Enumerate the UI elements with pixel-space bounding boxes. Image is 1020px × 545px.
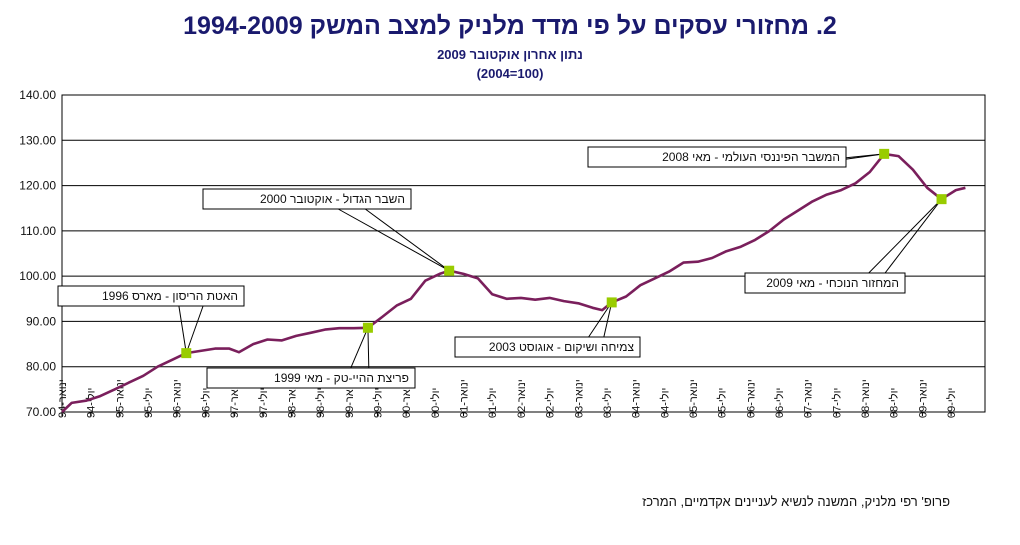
x-tick-label: ינואר-09 [917, 379, 929, 418]
y-tick-label: 80.00 [26, 360, 56, 374]
x-tick-label: יולי-02 [544, 388, 557, 418]
chart-subtitle: נתון אחרון אוקטובר 2009 [437, 47, 583, 62]
x-tick-label: יולי-96 [199, 388, 212, 418]
annotation-label: פריצת ההיי-טק - מאי 1999 [274, 371, 409, 385]
annotation-marker [181, 348, 192, 359]
annotation-leader [364, 208, 450, 272]
x-tick-label: יולי-09 [945, 388, 958, 418]
y-tick-label: 110.00 [20, 224, 56, 238]
x-tick-label: יולי-99 [371, 388, 384, 418]
grid-lines [61, 94, 986, 413]
annotation-label: המשבר הפיננסי העולמי - מאי 2008 [662, 150, 840, 164]
x-tick-label: ינואר-05 [688, 379, 700, 418]
x-tick-label: ינואר-96 [172, 379, 184, 418]
series-line [61, 152, 966, 413]
x-axis-ticks: ינואר-94יולי-94ינואר-95יולי-95ינואר-96יו… [57, 379, 958, 418]
x-tick-label: ינואר-01 [459, 379, 471, 418]
x-tick-label: יולי-08 [888, 388, 901, 418]
x-tick-label: יולי-97 [257, 388, 270, 418]
annotation-label: צמיחה ושיקום - אוגוסט 2003 [489, 340, 635, 354]
annotation-box [744, 272, 906, 294]
x-tick-label: יולי-98 [314, 388, 327, 418]
x-tick-label: יולי-95 [142, 388, 155, 418]
series-lines [61, 152, 966, 413]
annotation-box [202, 188, 412, 210]
x-tick-label: ינואר-04 [631, 379, 643, 418]
x-tick-label: יולי-00 [429, 388, 442, 418]
y-tick-label: 90.00 [26, 314, 56, 328]
x-tick-label: ינואר-00 [401, 379, 413, 418]
annotation-box [57, 285, 245, 307]
annotation-label: השבר הגדול - אוקטובר 2000 [260, 192, 405, 206]
plot-frame [61, 94, 986, 413]
x-tick-label: ינואר-97 [229, 379, 241, 418]
x-tick-label: ינואר-02 [516, 379, 528, 418]
annotation-leader [178, 305, 187, 354]
x-tick-label: יולי-04 [658, 388, 671, 418]
annotation-leader [185, 305, 204, 354]
x-tick-label: ינואר-03 [573, 379, 585, 418]
y-axis-ticks: 70.00 80.00 90.00 100.00 110.00 120.00 130.00 1… [19, 88, 56, 419]
annotation-label: האטת הריסון - מארס 1996 [102, 289, 238, 303]
chart-base-note: (2004=100) [476, 66, 544, 81]
x-tick-label: יולי-07 [830, 388, 843, 418]
y-tick-label: 130.00 [19, 133, 56, 147]
annotation-label: המחזור הנוכחי - מאי 2009 [766, 276, 899, 290]
y-tick-label: 70.00 [26, 405, 56, 419]
x-tick-label: ינואר-98 [286, 379, 298, 418]
annotation-box [206, 367, 416, 389]
annotation-marker [444, 265, 455, 276]
x-tick-label: ינואר-99 [344, 379, 356, 418]
x-tick-label: ינואר-06 [745, 379, 757, 418]
annotation-leader [337, 208, 450, 272]
x-tick-label: יולי-94 [85, 388, 98, 418]
annotation-box [454, 336, 641, 358]
annotation-marker [606, 297, 617, 308]
x-tick-label: יולי-06 [773, 388, 786, 418]
annotation-marker [936, 194, 947, 205]
x-tick-label: ינואר-08 [860, 379, 872, 418]
x-tick-label: ינואר-07 [803, 379, 815, 418]
annotation-box [587, 146, 847, 168]
x-tick-label: יולי-05 [716, 388, 729, 418]
annotations: האטת הריסון - מארס 1996 פריצת ההיי-טק - מ… [57, 146, 947, 389]
annotation-marker [362, 322, 373, 333]
x-tick-label: יולי-01 [486, 388, 499, 418]
y-tick-label: 100.00 [19, 269, 56, 283]
y-tick-label: 120.00 [19, 179, 56, 193]
annotation-marker [879, 148, 890, 159]
chart-title: 2. מחזורי עסקים על פי מדד מלניק למצב המש… [183, 12, 837, 40]
credit-note: פרופ' רפי מלניק, המשנה לנשיא לעניינים אק… [642, 494, 950, 509]
y-tick-label: 140.00 [19, 88, 56, 102]
x-tick-label: יולי-03 [601, 388, 614, 418]
